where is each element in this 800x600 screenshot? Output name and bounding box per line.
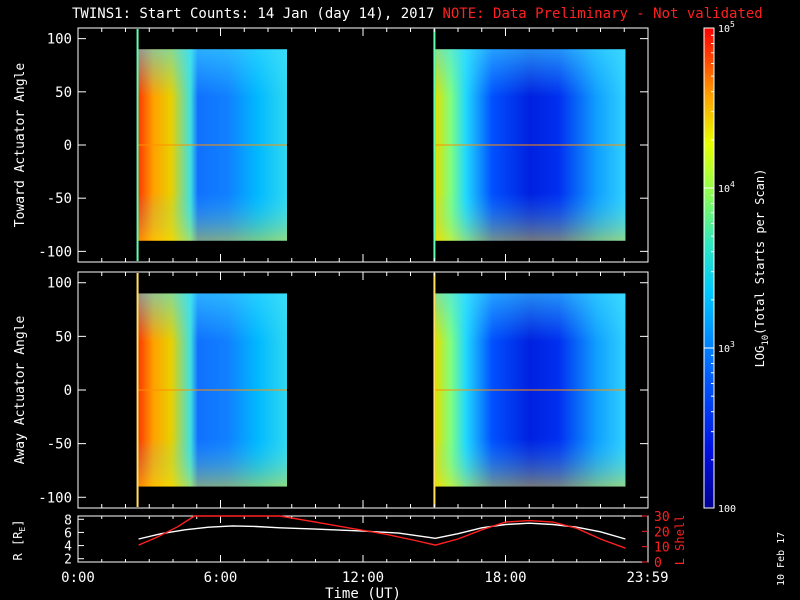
l-shell-line [138, 515, 626, 549]
r-axis-tick-label: 2 [64, 553, 72, 568]
l-axis-tick-label: 30 [654, 510, 670, 525]
y-tick-label: 100 [47, 32, 72, 48]
colorbar-tick-label: 100 [718, 504, 736, 515]
x-axis-label: Time (UT) [325, 586, 401, 600]
y-tick-label: 0 [64, 383, 72, 399]
r-axis-label: R [RE] [11, 520, 27, 561]
colorbar-tick-label: 104 [718, 180, 735, 195]
y-tick-label: -100 [38, 490, 72, 506]
r-distance-line [138, 522, 626, 540]
y-tick-label: -50 [47, 437, 72, 453]
y-tick-label: 0 [64, 138, 72, 154]
y-axis-label: Toward Actuator Angle [13, 63, 28, 228]
l-axis-tick-label: 10 [654, 541, 670, 556]
y-tick-label: 50 [55, 85, 72, 101]
y-tick-label: 50 [55, 329, 72, 345]
x-tick-label: 18:00 [484, 570, 526, 586]
l-axis-tick-label: 20 [654, 525, 670, 540]
r-axis-tick-label: 4 [64, 540, 72, 555]
l-axis-label: L Shell [673, 515, 687, 566]
plot-title: TWINS1: Start Counts: 14 Jan (day 14), 2… [72, 6, 772, 28]
l-axis-tick-label: 0 [654, 556, 662, 571]
colorbar-tick-label: 103 [718, 340, 735, 355]
y-tick-label: -100 [38, 244, 72, 260]
x-tick-label: 0:00 [61, 570, 95, 586]
y-tick-label: -50 [47, 191, 72, 207]
colorbar-gradient [704, 28, 714, 508]
x-tick-label: 23:59 [626, 570, 668, 586]
title-main: TWINS1: Start Counts: 14 Jan (day 14), 2… [72, 6, 435, 22]
colorbar-label: LOG10(Total Starts per Scan) [753, 169, 771, 368]
colorbar-tick-label: 105 [718, 20, 735, 35]
x-tick-label: 12:00 [342, 570, 384, 586]
title-note: NOTE: Data Preliminary - Not validated [442, 6, 763, 22]
x-tick-label: 6:00 [204, 570, 238, 586]
r-axis-tick-label: 8 [64, 513, 72, 528]
panel-away: -100 -50 0 50 100 Away Actuator Angle [13, 271, 649, 509]
y-tick-label: 100 [47, 276, 72, 292]
r-axis-tick-label: 6 [64, 526, 72, 541]
y-axis-label: Away Actuator Angle [13, 315, 28, 464]
panel-toward: -100 -50 0 50 100 Toward Actuator Angle [13, 27, 649, 263]
